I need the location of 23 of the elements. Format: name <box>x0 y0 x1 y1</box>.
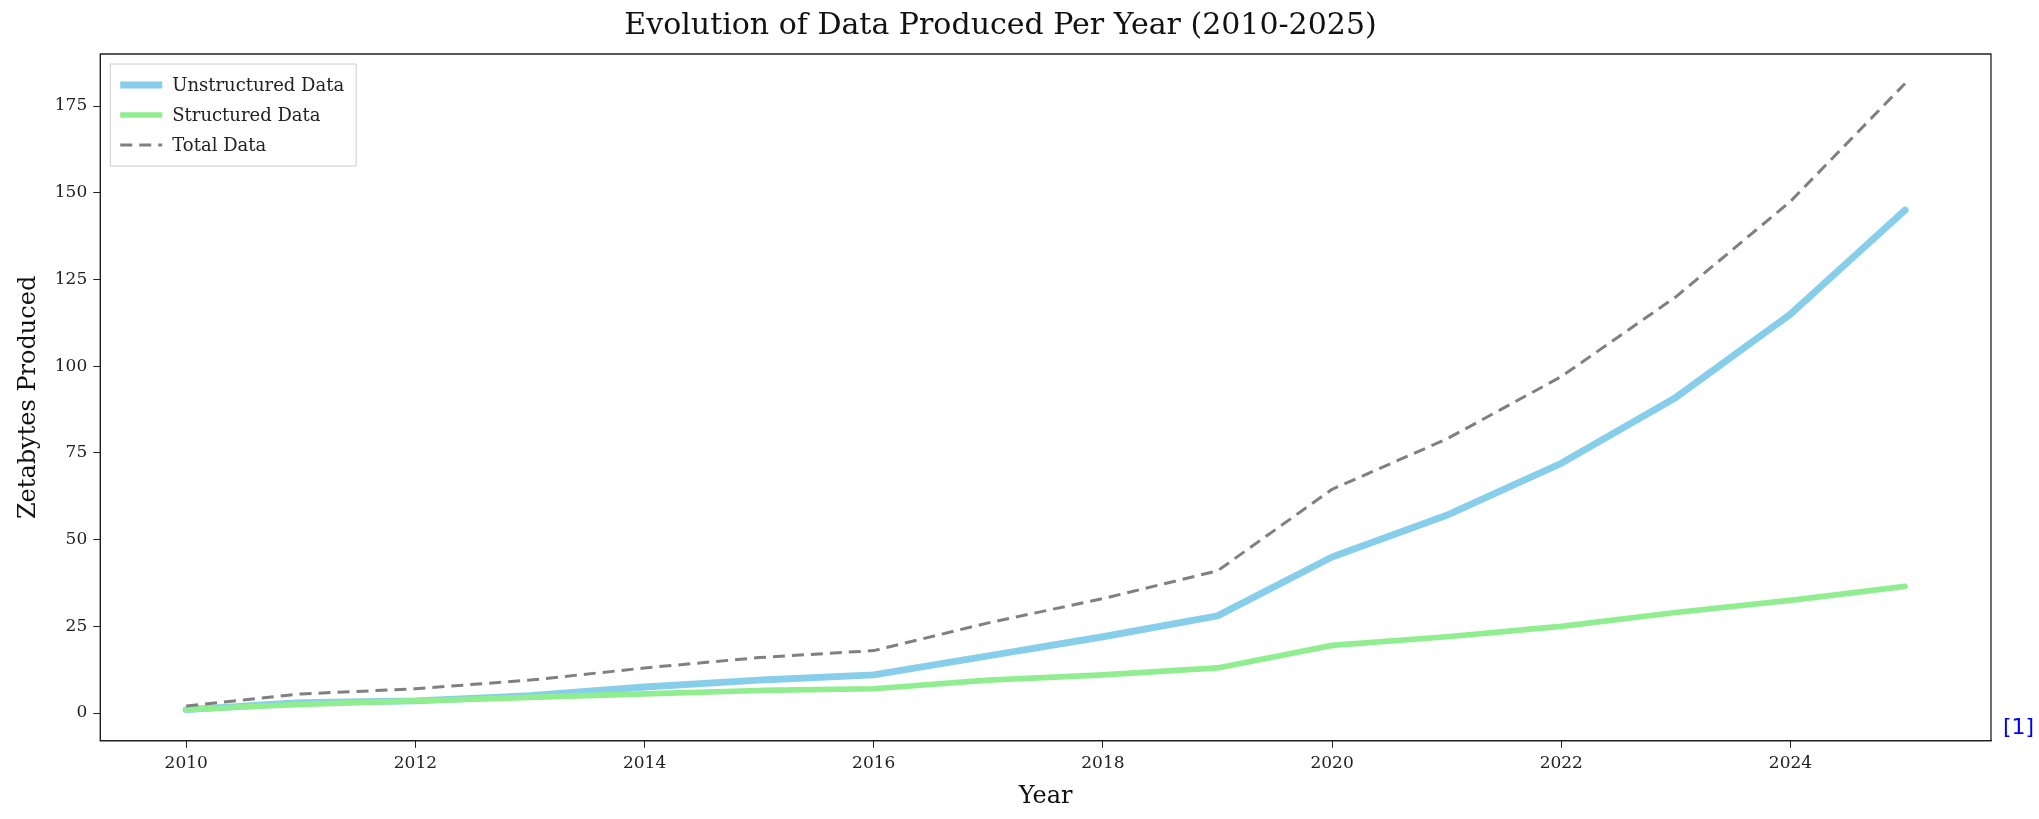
y-tick-label: 50 <box>65 528 88 549</box>
x-tick-label: 2016 <box>852 752 896 773</box>
y-tick-label: 125 <box>54 267 88 288</box>
legend-label: Structured Data <box>172 103 321 125</box>
x-tick-label: 2020 <box>1310 752 1354 773</box>
x-tick-label: 2024 <box>1768 752 1813 773</box>
legend-label: Total Data <box>172 133 267 155</box>
y-tick-label: 100 <box>54 354 88 375</box>
y-tick-label: 175 <box>54 94 88 115</box>
y-tick-label: 150 <box>54 181 88 202</box>
y-axis-title: Zetabytes Produced <box>12 275 41 520</box>
chart-title: Evolution of Data Produced Per Year (2010-2025) <box>624 5 1377 41</box>
x-tick-label: 2014 <box>622 752 667 773</box>
x-tick-label: 2022 <box>1539 752 1583 773</box>
y-tick-label: 0 <box>76 701 88 722</box>
x-tick-label: 2012 <box>393 752 438 773</box>
legend-label: Unstructured Data <box>172 73 345 95</box>
x-axis-title: Year <box>1017 780 1074 809</box>
text: [1] <box>2003 713 2035 739</box>
y-tick-label: 25 <box>65 614 88 635</box>
x-tick-label: 2018 <box>1081 752 1125 773</box>
x-tick-label: 2010 <box>164 752 208 773</box>
y-tick-label: 75 <box>65 441 88 462</box>
